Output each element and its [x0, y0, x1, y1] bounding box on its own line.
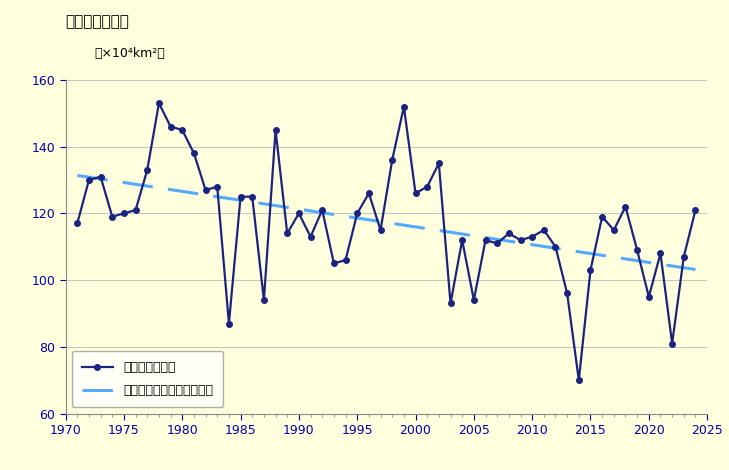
- Text: （×10⁴km²）: （×10⁴km²）: [95, 47, 165, 60]
- Legend: 最大海氷域面積, 最大海氷域面積の変化傾向: 最大海氷域面積, 最大海氷域面積の変化傾向: [72, 352, 223, 407]
- Text: 最大海氷域面積: 最大海氷域面積: [66, 14, 130, 29]
